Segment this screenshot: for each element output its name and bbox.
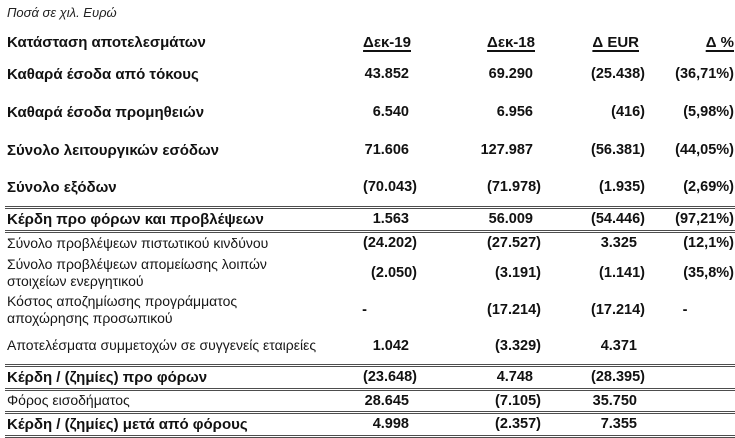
- cell-value: 69.290: [488, 66, 533, 82]
- row-label: Κέρδη / (ζημίες) μετά από φόρους: [5, 412, 323, 438]
- row-label: Σύνολο προβλέψεων πιστωτικού κινδύνου: [7, 234, 269, 251]
- header-row: Κατάσταση αποτελεσμάτων Δεκ-19 Δεκ-18 Δ …: [5, 23, 735, 55]
- cell-value: [647, 363, 735, 391]
- cell-value: (1.935): [599, 179, 645, 196]
- cell-value: -: [682, 301, 688, 318]
- table-row: Αποτελέσματα συμμετοχών σε συγγενείς ετα…: [5, 328, 735, 365]
- table-row: Καθαρά έσοδα προμηθειών 6.540 6.956 (416) (5…: [5, 93, 735, 131]
- cell-value: (56.381): [590, 142, 645, 158]
- cell-value: 1.042: [372, 337, 409, 354]
- column-header-dec-19: Δεκ-19: [363, 34, 411, 51]
- table-row: Σύνολο εξόδων (70.043) (71.978) (1.935) (2,6…: [5, 169, 735, 207]
- cell-value: (44,05%): [675, 142, 734, 158]
- row-label: Κέρδη προ φόρων και προβλέψεων: [5, 205, 323, 233]
- cell-value: (97,21%): [647, 205, 735, 233]
- statement-body: Καθαρά έσοδα από τόκους 43.852 69.290 (25.4…: [5, 55, 735, 438]
- cell-value: (2.050): [371, 264, 417, 281]
- cell-value: (71.978): [486, 179, 541, 196]
- cell-value: 1.563: [323, 205, 419, 233]
- cell-value: 4.748: [419, 363, 543, 391]
- table-row: Σύνολο προβλέψεων πιστωτικού κινδύνου (24…: [5, 231, 735, 254]
- cell-value: 127.987: [480, 142, 533, 158]
- cell-value: (2,69%): [683, 179, 734, 196]
- cell-value: (3.191): [495, 264, 541, 281]
- cell-value: (7.105): [419, 389, 543, 414]
- table-row: Κέρδη / (ζημίες) μετά από φόρους 4.998 (2.…: [5, 412, 735, 438]
- row-label: Σύνολο προβλέψεων απομείωσης λοιπών στοι…: [7, 255, 267, 289]
- column-header-delta-pct: Δ %: [705, 34, 734, 51]
- table-row: Σύνολο λειτουργικών εσόδων 71.606 127.987 (…: [5, 131, 735, 169]
- amounts-unit-note: Ποσά σε χιλ. Ευρώ: [7, 5, 117, 20]
- column-header-dec-18: Δεκ-18: [487, 34, 535, 51]
- cell-value: (3.329): [495, 337, 541, 354]
- table-row: Φόρος εισοδήματος 28.645 (7.105) 35.750: [5, 389, 735, 414]
- cell-value: (35,8%): [683, 264, 734, 281]
- cell-value: (416): [611, 104, 645, 120]
- cell-value: 43.852: [364, 66, 409, 82]
- cell-value: (70.043): [362, 179, 417, 196]
- cell-value: (17.214): [486, 301, 541, 318]
- cell-value: -: [362, 301, 367, 318]
- cell-value: 3.325: [600, 235, 637, 252]
- cell-value: (54.446): [543, 205, 647, 233]
- cell-value: [647, 389, 735, 414]
- cell-value: 4.371: [600, 337, 637, 354]
- column-header-delta-eur: Δ EUR: [592, 34, 639, 51]
- cell-value: 4.998: [323, 412, 419, 438]
- cell-value: [647, 328, 735, 365]
- table-row: Σύνολο προβλέψεων απομείωσης λοιπών στοι…: [5, 254, 735, 291]
- cell-value: 71.606: [364, 142, 409, 158]
- row-label: Σύνολο εξόδων: [7, 178, 117, 196]
- row-label: Καθαρά έσοδα προμηθειών: [7, 103, 205, 121]
- cell-value: (17.214): [590, 301, 645, 318]
- cell-value: (12,1%): [683, 235, 734, 252]
- row-label: Σύνολο λειτουργικών εσόδων: [7, 141, 220, 159]
- cell-value: [647, 412, 735, 438]
- cell-value: 35.750: [543, 389, 647, 414]
- table-row: Κέρδη / (ζημίες) προ φόρων (23.648) 4.748(…: [5, 363, 735, 391]
- table-row: Κέρδη προ φόρων και προβλέψεων 1.563 56.00…: [5, 205, 735, 233]
- table-row: Καθαρά έσοδα από τόκους 43.852 69.290 (25.4…: [5, 55, 735, 93]
- cell-value: 56.009: [419, 205, 543, 233]
- cell-value: (28.395): [543, 363, 647, 391]
- cell-value: (25.438): [590, 66, 645, 82]
- cell-value: 6.540: [372, 104, 409, 120]
- cell-value: (24.202): [362, 235, 417, 252]
- cell-value: (5,98%): [683, 104, 734, 120]
- cell-value: (1.141): [599, 264, 645, 281]
- row-label: Κόστος αποζημίωσης προγράμματος αποχώρησ…: [7, 292, 238, 326]
- row-label: Φόρος εισοδήματος: [5, 389, 323, 414]
- table-header: Κατάσταση αποτελεσμάτων Δεκ-19 Δεκ-18 Δ …: [5, 23, 735, 55]
- cell-value: 7.355: [543, 412, 647, 438]
- row-label: Αποτελέσματα συμμετοχών σε συγγενείς ετα…: [7, 337, 317, 354]
- table-row: Κόστος αποζημίωσης προγράμματος αποχώρησ…: [5, 291, 735, 328]
- row-label: Κέρδη / (ζημίες) προ φόρων: [5, 363, 323, 391]
- cell-value: 28.645: [323, 389, 419, 414]
- cell-value: (2.357): [419, 412, 543, 438]
- table-title: Κατάσταση αποτελεσμάτων: [7, 34, 206, 51]
- cell-value: (23.648): [323, 363, 419, 391]
- cell-value: 6.956: [496, 104, 533, 120]
- cell-value: (36,71%): [675, 66, 734, 82]
- income-statement-table: Κατάσταση αποτελεσμάτων Δεκ-19 Δεκ-18 Δ …: [5, 23, 735, 438]
- cell-value: (27.527): [486, 235, 541, 252]
- row-label: Καθαρά έσοδα από τόκους: [7, 65, 199, 83]
